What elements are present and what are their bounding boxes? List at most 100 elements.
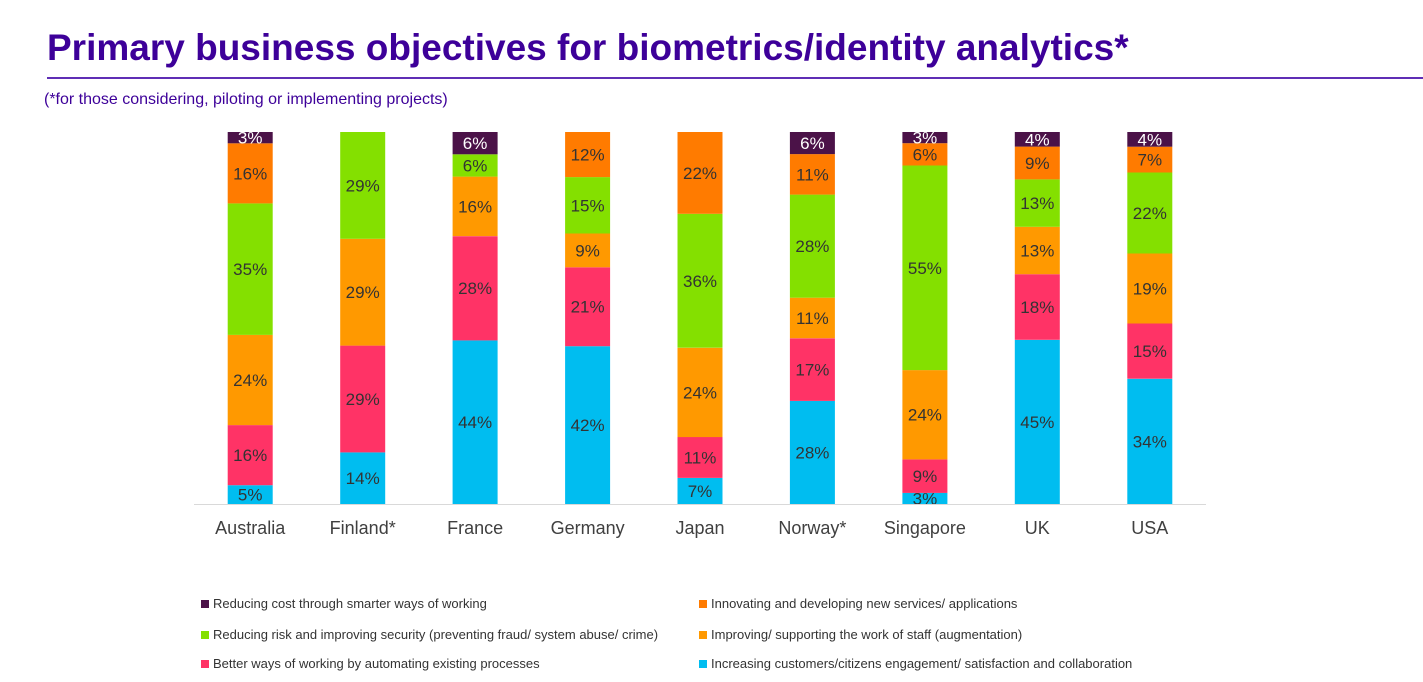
title-rule	[47, 77, 1423, 79]
data-label: 6%	[913, 145, 938, 164]
bar-segment-japan-4	[677, 213, 723, 348]
bar-segment-singapore-5	[902, 143, 948, 166]
data-label: 42%	[571, 416, 605, 435]
data-label: 3%	[913, 129, 938, 148]
legend-swatch	[201, 630, 209, 639]
bar-segment-singapore-2	[902, 459, 948, 493]
data-label: 16%	[233, 164, 267, 183]
bar-segment-uk-2	[1014, 274, 1060, 340]
bar-segment-germany-4	[565, 177, 611, 234]
data-label: 15%	[1133, 342, 1167, 361]
bar-segment-uk-4	[1014, 179, 1060, 227]
legend-swatch	[201, 659, 209, 668]
page-subtitle: (*for those considering, piloting or imp…	[44, 91, 448, 108]
bar-segment-australia-5	[227, 143, 273, 204]
data-label: 14%	[346, 469, 380, 488]
bar-segment-france-3	[452, 176, 498, 237]
data-label: 6%	[463, 157, 488, 176]
data-label: 11%	[684, 449, 717, 468]
bar-segment-usa-3	[1127, 253, 1173, 324]
x-tick-label: Australia	[215, 518, 286, 538]
bar-segment-uk-6	[1014, 132, 1060, 147]
data-label: 18%	[1020, 298, 1054, 317]
bar-segment-france-4	[452, 154, 498, 177]
data-label: 29%	[346, 283, 380, 302]
data-label: 29%	[346, 176, 380, 195]
data-label: 11%	[796, 309, 829, 328]
data-label: 4%	[1025, 130, 1050, 149]
chart-legend: Reducing cost through smarter ways of wo…	[201, 590, 1201, 680]
bar-segment-france-2	[452, 236, 498, 341]
bar-segment-japan-1	[677, 478, 723, 504]
bar-segment-germany-5	[565, 132, 611, 178]
bar-segment-australia-4	[227, 203, 273, 335]
bar-segment-australia-2	[227, 425, 273, 486]
bar-segment-australia-6	[227, 132, 273, 144]
data-label: 6%	[463, 134, 488, 153]
bar-segment-australia-1	[227, 485, 273, 504]
legend-label: Reducing cost through smarter ways of wo…	[213, 596, 487, 611]
bar-segment-uk-5	[1014, 146, 1060, 180]
bar-segment-usa-4	[1127, 172, 1173, 254]
x-tick-label: USA	[1131, 518, 1168, 538]
data-label: 7%	[1138, 151, 1163, 170]
bar-segment-uk-3	[1014, 226, 1060, 275]
data-label: 4%	[1138, 130, 1163, 149]
legend-item-automating: Better ways of working by automating exi…	[201, 656, 540, 671]
bar-segment-japan-2	[677, 437, 723, 478]
bar-segment-usa-6	[1127, 132, 1173, 147]
data-label: 17%	[795, 361, 829, 380]
legend-swatch	[699, 630, 707, 639]
data-label: 9%	[1025, 154, 1050, 173]
data-label: 13%	[1020, 194, 1054, 213]
data-label: 28%	[458, 279, 492, 298]
data-label: 55%	[908, 259, 942, 278]
bar-segment-norway-2	[789, 338, 835, 401]
legend-label: Better ways of working by automating exi…	[213, 656, 540, 671]
data-label: 24%	[233, 371, 267, 390]
legend-swatch	[699, 659, 707, 668]
data-label: 35%	[233, 260, 267, 279]
page-title: Primary business objectives for biometri…	[47, 27, 1129, 68]
data-label: 9%	[913, 467, 938, 486]
data-label: 11%	[796, 165, 829, 184]
bar-segment-singapore-1	[902, 492, 948, 504]
bar-segment-germany-2	[565, 267, 611, 347]
bar-segment-australia-3	[227, 334, 273, 426]
data-label: 29%	[346, 390, 380, 409]
data-label: 16%	[458, 197, 492, 216]
data-label: 28%	[795, 237, 829, 256]
data-label: 19%	[1133, 280, 1167, 299]
data-label: 22%	[1133, 204, 1167, 223]
legend-item-reducing-cost: Reducing cost through smarter ways of wo…	[201, 596, 487, 611]
data-label: 44%	[458, 413, 492, 432]
x-tick-label: France	[447, 518, 503, 538]
x-tick-label: Japan	[675, 518, 724, 538]
bar-segment-france-1	[452, 340, 498, 504]
legend-item-improving-staff: Improving/ supporting the work of staff …	[699, 627, 1022, 642]
bar-segment-singapore-4	[902, 165, 948, 371]
x-tick-label: UK	[1025, 518, 1050, 538]
bar-segment-singapore-3	[902, 370, 948, 460]
bar-segment-norway-3	[789, 297, 835, 339]
data-label: 21%	[571, 298, 605, 317]
data-label: 24%	[908, 406, 942, 425]
data-label: 13%	[1020, 242, 1054, 261]
data-label: 24%	[683, 383, 717, 402]
legend-item-reducing-risk: Reducing risk and improving security (pr…	[201, 627, 658, 642]
bar-segment-usa-5	[1127, 146, 1173, 173]
data-label: 16%	[233, 446, 267, 465]
data-label: 12%	[571, 146, 605, 165]
bar-segment-germany-3	[565, 233, 611, 268]
data-label: 9%	[575, 241, 600, 260]
data-label: 3%	[238, 129, 263, 148]
data-label: 28%	[795, 443, 829, 462]
bar-segment-norway-1	[789, 400, 835, 504]
legend-swatch	[201, 599, 209, 608]
bar-segment-norway-5	[789, 154, 835, 195]
bar-segment-usa-2	[1127, 323, 1173, 379]
bar-segment-usa-1	[1127, 378, 1173, 504]
legend-item-engagement: Increasing customers/citizens engagement…	[699, 656, 1132, 671]
bar-segment-finland-2	[340, 345, 386, 453]
